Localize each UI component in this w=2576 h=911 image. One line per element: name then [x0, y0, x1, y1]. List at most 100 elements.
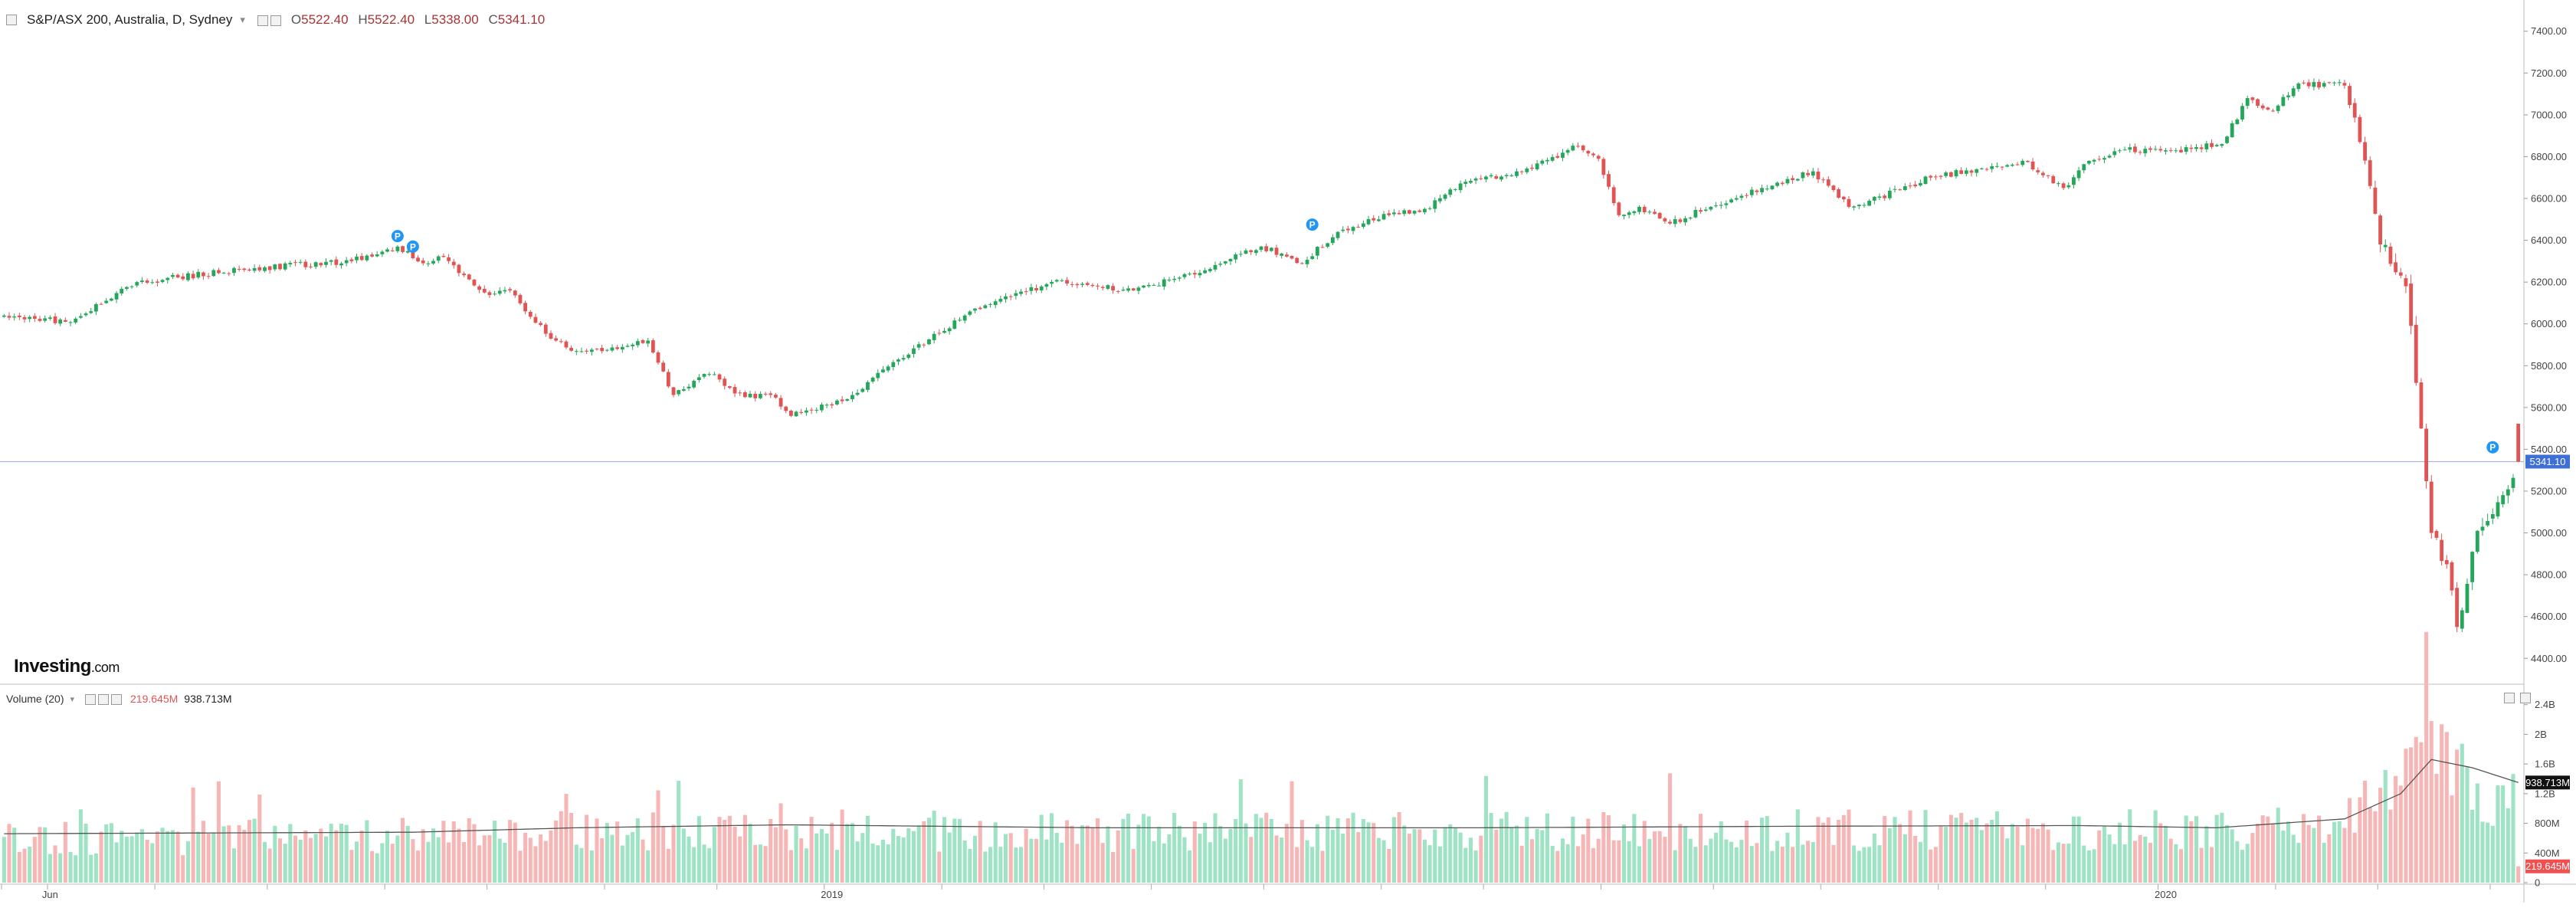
candle-body [1054, 280, 1059, 282]
event-marker[interactable]: P [2486, 441, 2499, 454]
candle-body [1249, 250, 1254, 253]
symbol-caret-icon[interactable]: ▾ [240, 14, 245, 25]
event-marker-circle[interactable] [391, 230, 404, 243]
eye-icon[interactable] [257, 15, 268, 26]
volume-tick-label: 0 [2535, 877, 2540, 889]
candle-body [543, 324, 548, 334]
volume-bar [1004, 834, 1008, 883]
price-tick-label: 6600.00 [2531, 193, 2567, 205]
volume-bar [2066, 844, 2071, 883]
candle-body [2398, 272, 2403, 276]
volume-bar [2266, 816, 2270, 883]
candle-body [2358, 116, 2362, 143]
candle-body [896, 359, 900, 362]
volume-bar [385, 831, 390, 883]
candle-body [585, 350, 589, 352]
pane-close-icon[interactable] [2520, 693, 2531, 703]
event-marker-circle[interactable] [406, 240, 419, 253]
candle-body [1039, 286, 1044, 290]
event-marker-circle[interactable] [1306, 218, 1319, 231]
candle-body [2306, 82, 2311, 87]
candle-body [1142, 285, 1145, 288]
candle-body [1305, 260, 1309, 264]
candle-body [631, 344, 635, 346]
volume-caret-icon[interactable]: ▾ [70, 694, 75, 704]
volume-bar [763, 846, 768, 883]
candle-body [416, 257, 420, 262]
volume-value-tag-bg [2525, 859, 2570, 873]
candle-body [559, 341, 563, 342]
event-marker-circle[interactable] [2486, 441, 2499, 454]
price-axis[interactable]: 7400.00 7200.00 7000.00 6800.00 6600.00 6400.… [2524, 25, 2567, 664]
event-marker[interactable]: P [391, 230, 404, 243]
volume-label[interactable]: Volume (20) [6, 693, 64, 705]
volume-bar [1218, 826, 1223, 883]
candle-body [457, 264, 461, 274]
candle-body [1908, 185, 1912, 187]
candle-body [2291, 88, 2296, 97]
volume-bar [528, 837, 533, 883]
candle-body [528, 312, 533, 317]
pane-minimize-icon[interactable] [2504, 693, 2515, 703]
volume-bar [2158, 823, 2163, 883]
volume-bar [1837, 820, 1841, 883]
event-marker[interactable]: P [406, 240, 419, 253]
volume-bar [53, 845, 57, 883]
volume-bar [319, 828, 323, 883]
volume-tick-label: 2B [2535, 729, 2547, 740]
candle-body [493, 293, 497, 295]
volume-bar [625, 834, 630, 883]
volume-axis[interactable]: 2.4B 2B 1.6B 1.2B 800M 400M 0 [2524, 699, 2560, 889]
event-marker[interactable]: P [1306, 218, 1319, 231]
candle-body [927, 339, 931, 345]
candle-body [681, 388, 686, 391]
candle-body [1106, 285, 1110, 289]
candle-body [503, 290, 507, 292]
candle-body [441, 256, 446, 257]
volume-bar [1054, 832, 1059, 883]
candle-body [1356, 226, 1361, 228]
volume-bar [2511, 774, 2515, 883]
candle-body [1898, 189, 1903, 191]
price-tick-label: 5600.00 [2531, 401, 2567, 413]
candle-body [1408, 210, 1411, 214]
volume-bar [1519, 845, 1524, 883]
candle-body [1954, 170, 1958, 177]
volume-settings-icon[interactable] [98, 694, 110, 706]
volume-bar [2394, 775, 2398, 883]
candle-body [349, 259, 354, 261]
candle-body [906, 354, 911, 359]
volume-bar [809, 817, 814, 883]
volume-bar [283, 844, 287, 883]
volume-close-icon[interactable] [111, 694, 123, 706]
volume-bar [748, 824, 752, 883]
candle-body [789, 411, 793, 416]
candle-body [2424, 428, 2429, 482]
volume-bar [631, 831, 635, 883]
candle-body [401, 246, 405, 252]
settings-icon[interactable] [270, 15, 281, 26]
symbol-title[interactable]: S&P/ASX 200, Australia, D, Sydney [27, 12, 233, 27]
price-tick-label: 6800.00 [2531, 151, 2567, 162]
volume-bar [2102, 825, 2106, 883]
volume-bar [1617, 840, 1621, 883]
volume-bar [2143, 836, 2148, 883]
volume-bar [436, 837, 441, 883]
collapse-legend-icon[interactable] [6, 15, 17, 25]
volume-bar [2398, 785, 2403, 883]
volume-bar [1162, 843, 1166, 883]
volume-bar [1908, 810, 1912, 883]
time-axis[interactable]: Jun 2019 2020 [1, 884, 2491, 900]
candle-body [850, 395, 854, 399]
volume-bar [339, 824, 344, 883]
volume-eye-icon[interactable] [85, 694, 97, 706]
volume-bar [1320, 850, 1325, 883]
volume-bar [1376, 837, 1381, 883]
candle-body [774, 395, 778, 398]
candle-body [759, 394, 762, 398]
candle-body [104, 300, 109, 303]
candle-body [932, 333, 936, 340]
candle-body [1591, 153, 1595, 156]
